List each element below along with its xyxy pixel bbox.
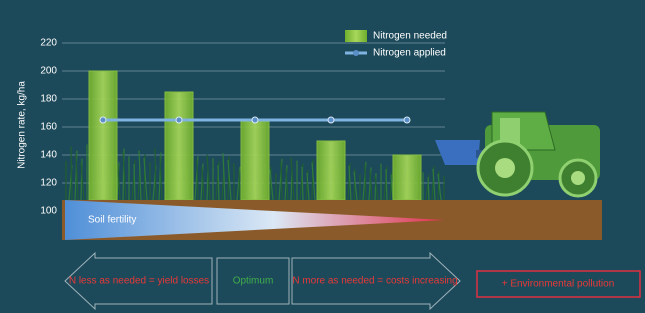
legend-label: Nitrogen needed [373,31,447,42]
bar [89,71,117,200]
line-point [328,117,334,123]
y-tick-label: 100 [40,206,57,217]
legend-swatch [353,50,359,56]
chart: 100 120 140 160 180 200 220 Nitrogen needed Nitr… [0,0,645,313]
line-point [252,117,258,123]
legend-label: Nitrogen applied [373,48,446,59]
y-tick-label: 120 [40,178,57,189]
y-tick-label: 160 [40,122,57,133]
bar [165,92,193,200]
legend-swatch [345,30,367,42]
y-tick-label: 220 [40,38,57,49]
y-tick-label: 180 [40,94,57,105]
line-point [404,117,410,123]
y-axis-label: Nitrogen rate, kg/ha [17,81,28,169]
less-label: N less as needed = yield losses [69,276,209,287]
bar [317,141,345,200]
bar [241,121,269,200]
line-point [100,117,106,123]
soil-label: Soil fertility [88,215,136,226]
more-label: N more as needed = costs increasing [292,276,457,287]
y-tick-label: 200 [40,66,57,77]
pollution-label: + Environmental pollution [502,279,615,290]
line-point [176,117,182,123]
y-tick-label: 140 [40,150,57,161]
optimum-label: Optimum [233,276,274,287]
bar [393,155,421,200]
